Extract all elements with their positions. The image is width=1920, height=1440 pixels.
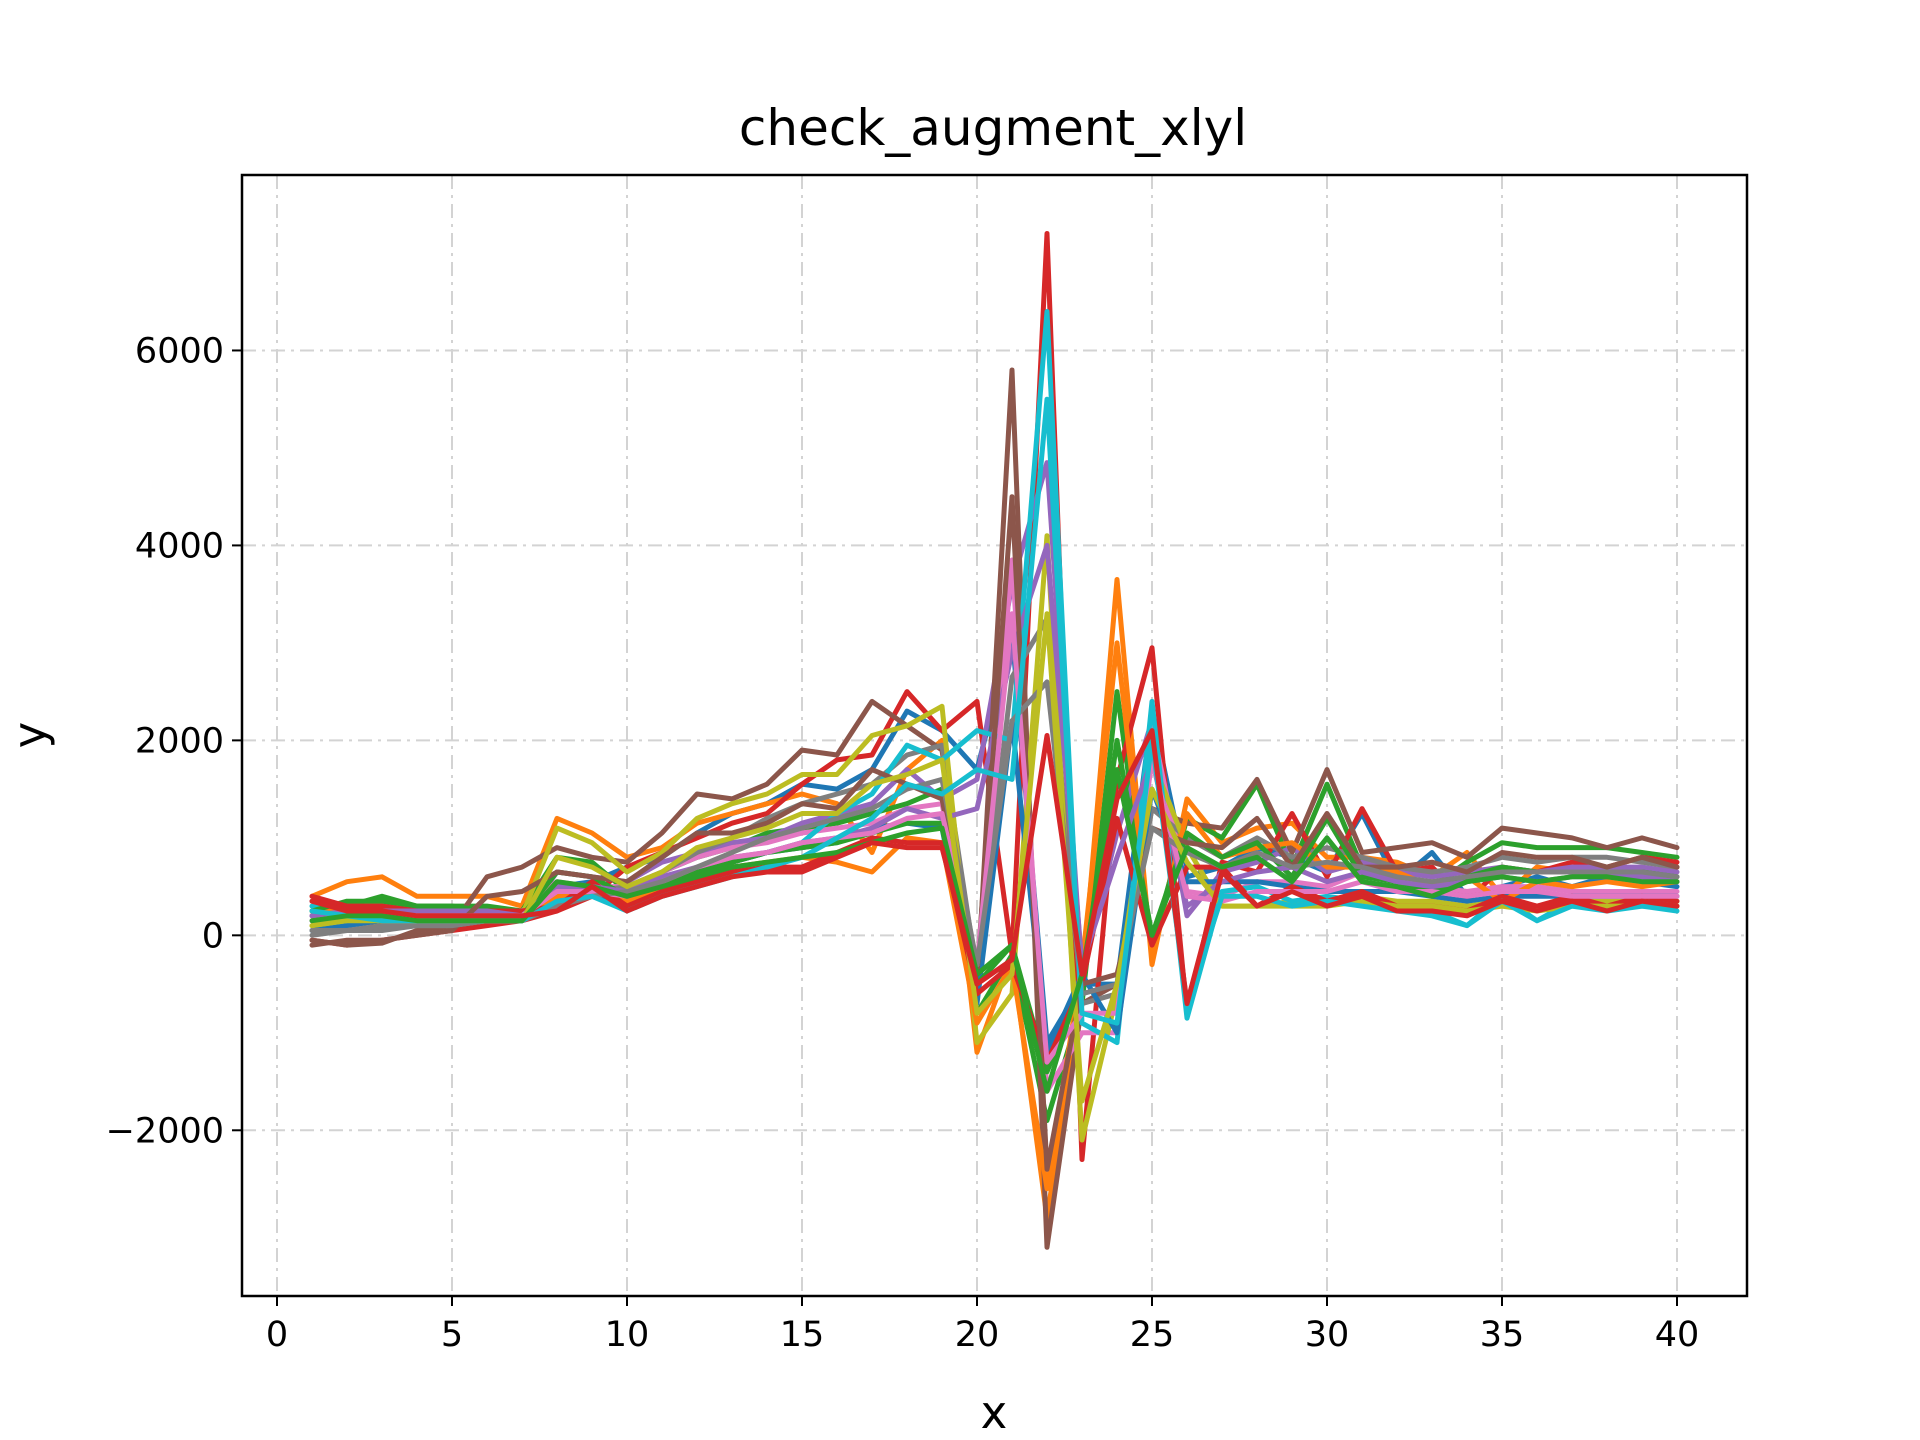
x-tick-label: 25: [1130, 1315, 1175, 1355]
x-tick-label: 0: [266, 1315, 288, 1355]
y-tick-label: 2000: [135, 721, 224, 761]
x-tick-label: 10: [605, 1315, 650, 1355]
series-line-19: [309, 611, 1680, 1104]
y-tick-label: −2000: [106, 1111, 224, 1151]
y-tick-label: 4000: [135, 526, 224, 566]
x-tick-label: 20: [955, 1315, 1000, 1355]
x-axis: 0 5 10 15 20 25 30 35 40: [266, 1296, 1699, 1355]
y-tick-label: 6000: [135, 331, 224, 371]
y-axis: −2000 0 2000 4000 6000: [106, 331, 242, 1151]
series-line-16: [309, 494, 1680, 1172]
series-line-6: [309, 367, 1680, 1250]
x-tick-label: 15: [780, 1315, 825, 1355]
series-lines: [309, 231, 1680, 1250]
x-tick-label: 35: [1480, 1315, 1525, 1355]
x-tick-label: 5: [441, 1315, 463, 1355]
chart-title: check_augment_xlyl: [739, 99, 1247, 157]
plot-frame: [240, 173, 1749, 1298]
series-line-21: [309, 767, 1680, 1094]
series-line-22: [309, 728, 1680, 1007]
y-axis-title: y: [3, 722, 56, 749]
y-tick-label: 0: [202, 916, 224, 956]
x-tick-label: 30: [1305, 1315, 1350, 1355]
x-tick-label: 40: [1655, 1315, 1700, 1355]
grid-lines: [242, 175, 1747, 1296]
x-axis-title: x: [981, 1386, 1008, 1439]
series-line-9: [309, 533, 1680, 1143]
